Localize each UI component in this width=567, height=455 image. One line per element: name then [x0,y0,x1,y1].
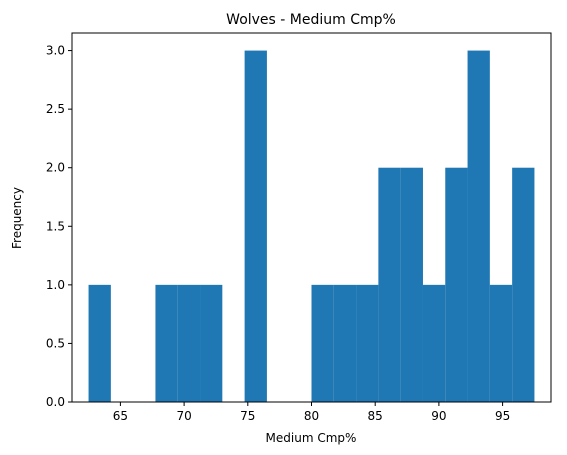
histogram-bar [378,167,401,402]
histogram-bar [311,284,334,402]
histogram-bar [88,284,111,402]
histogram-bar [356,284,379,402]
histogram-bar [244,50,267,402]
y-tick-label: 1.0 [46,278,65,292]
y-tick-label: 0.5 [46,336,65,350]
y-tick-label: 2.0 [46,161,65,175]
x-tick-label: 95 [495,409,510,423]
y-tick-label: 2.5 [46,102,65,116]
y-axis-ticks: 0.0 0.5 1.0 1.5 2.0 2.5 3.0 [46,44,72,409]
histogram-bar [467,50,490,402]
histogram-bar [333,284,357,402]
histogram-bar [200,284,223,402]
x-tick-label: 70 [176,409,191,423]
x-axis-label: Medium Cmp% [266,431,357,445]
plot-frame [71,32,552,403]
x-tick-label: 85 [368,409,383,423]
x-axis-ticks: 65 70 75 80 85 90 95 [113,402,510,423]
histogram-bar [512,167,535,402]
x-tick-label: 75 [240,409,255,423]
x-tick-label: 80 [304,409,319,423]
histogram-bar [177,284,201,402]
histogram-bar [489,284,513,402]
y-axis-label: Frequency [10,187,24,249]
histogram-bar [155,284,178,402]
y-tick-label: 1.5 [46,219,65,233]
chart-title: Wolves - Medium Cmp% [226,12,396,28]
y-tick-label: 3.0 [46,44,65,58]
x-tick-label: 90 [431,409,446,423]
histogram-bar [422,284,446,402]
y-tick-label: 0.0 [46,395,65,409]
histogram-bar [400,167,423,402]
x-tick-label: 65 [113,409,128,423]
histogram-bars [88,50,535,402]
histogram-bar [445,167,468,402]
